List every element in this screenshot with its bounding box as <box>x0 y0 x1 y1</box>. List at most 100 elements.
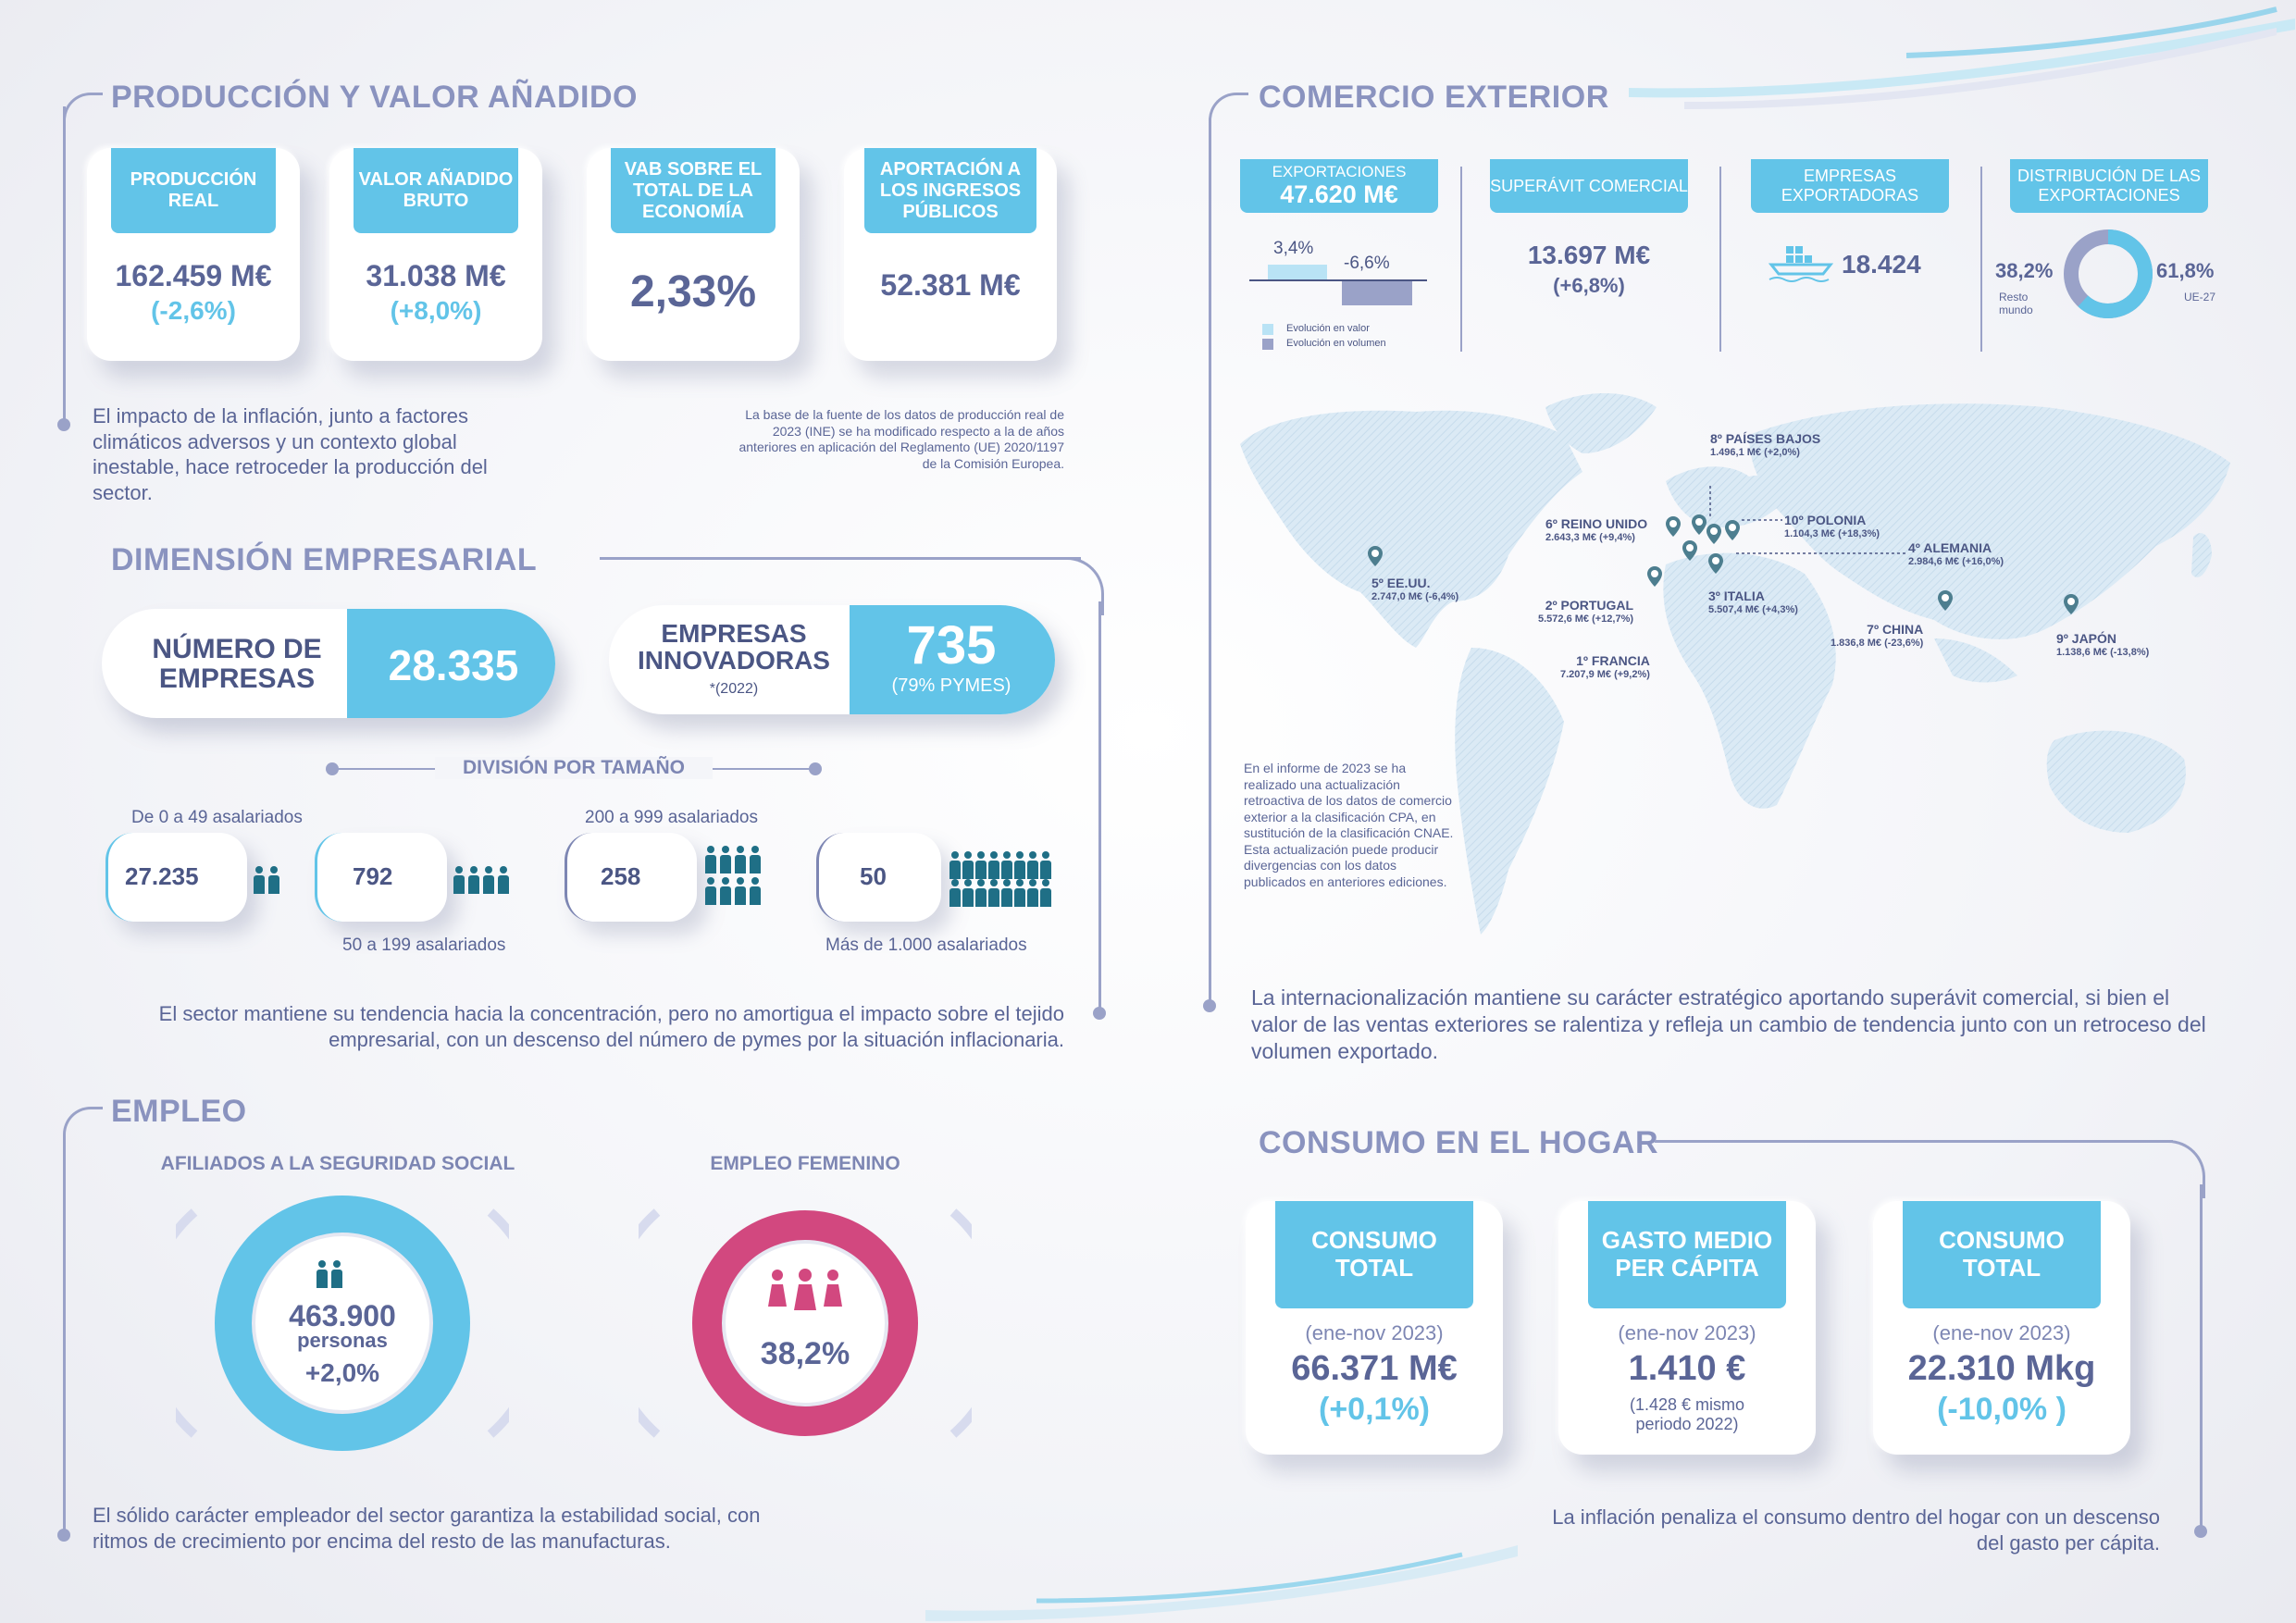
map-pin <box>1647 566 1662 587</box>
consumo-value: 1.410 € <box>1628 1349 1746 1388</box>
section-line <box>600 557 1081 560</box>
size-card-small: 27.235 <box>105 833 247 922</box>
size-value: 258 <box>601 862 641 890</box>
section-line <box>1209 125 1211 1004</box>
section-line <box>1655 1140 2173 1143</box>
section-title-consumo: CONSUMO EN EL HOGAR <box>1259 1125 1659 1160</box>
section-title-comercio: COMERCIO EXTERIOR <box>1259 80 1609 115</box>
legend-valor: Evolución en valor <box>1286 323 1370 334</box>
femenino-ring <box>639 1208 972 1438</box>
size-value: 50 <box>860 862 887 890</box>
map-pin <box>1692 514 1706 535</box>
kpi-label: VAB SOBRE EL TOTAL DE LA ECONOMÍA <box>611 148 776 233</box>
size-card-large: 258 <box>565 833 697 922</box>
decorative-swoosh-top <box>1629 6 2295 109</box>
people-icon <box>315 1260 344 1293</box>
dist-ue-pct: 61,8% <box>2156 259 2215 282</box>
bar-valor <box>1268 265 1327 279</box>
consumo-change: (+0,1%) <box>1319 1392 1430 1427</box>
division-title: DIVISIÓN POR TAMAÑO <box>435 757 713 779</box>
consumo-period: (ene-nov 2023) <box>1932 1321 2071 1344</box>
size-card-xlarge: 50 <box>816 833 941 922</box>
ship-icon <box>1768 246 1834 282</box>
section-corner <box>63 93 103 123</box>
map-label-eeuu: 5º EE.UU. 2.747,0 M€ (-6,4%) <box>1371 576 1459 602</box>
map-pin <box>1706 524 1721 544</box>
people-icon-2 <box>252 866 281 898</box>
size-label-1: 50 a 199 asalariados <box>342 935 506 955</box>
empresas-exportadoras-value: 18.424 <box>1842 250 1921 279</box>
division-dot-right <box>809 762 822 775</box>
divider <box>1460 167 1462 352</box>
kpi-label: VALOR AÑADIDO BRUTO <box>354 148 518 233</box>
kpi-value: 31.038 M€ <box>366 259 506 292</box>
numero-empresas-label: NÚMERO DE EMPRESAS <box>152 634 322 694</box>
consumo-period: (ene-nov 2023) <box>1305 1321 1444 1344</box>
legend-swatch-valor <box>1262 324 1273 335</box>
section-dot <box>2194 1525 2207 1538</box>
consumo-label: CONSUMO TOTAL <box>1275 1201 1473 1308</box>
people-icon-4 <box>452 866 511 898</box>
superavit-value: 13.697 M€ <box>1527 241 1651 269</box>
map-label-italia: 3º ITALIA 5.507,4 M€ (+4,3%) <box>1708 588 1798 615</box>
section-dot <box>1203 999 1216 1012</box>
map-pin <box>2064 594 2079 614</box>
section-dot <box>1093 1007 1106 1020</box>
map-label-reino-unido: 6º REINO UNIDO 2.643,3 M€ (+9,4%) <box>1545 516 1648 543</box>
afiliados-value: 463.900 <box>289 1299 396 1332</box>
section-corner <box>63 1107 103 1146</box>
afiliados-title: AFILIADOS A LA SEGURIDAD SOCIAL <box>160 1153 515 1174</box>
legend-volumen: Evolución en volumen <box>1286 338 1386 349</box>
kpi-label: PRODUCCIÓN REAL <box>111 148 276 233</box>
map-label-china: 7º CHINA 1.836,8 M€ (-23,6%) <box>1831 622 1924 649</box>
afiliados-unit: personas <box>297 1329 388 1352</box>
map-pin <box>1708 553 1723 574</box>
empresas-innovadoras-pill: EMPRESAS INNOVADORAS *(2022) 735 (79% PY… <box>609 605 1055 714</box>
exportaciones-value: 47.620 M€ <box>1280 180 1398 209</box>
chart-baseline <box>1249 279 1427 281</box>
kpi-value: 162.459 M€ <box>115 259 272 292</box>
world-map <box>1240 393 2230 935</box>
consumo-text: La inflación penaliza el consumo dentro … <box>1552 1505 2160 1555</box>
comercio-text: La internacionalización mantiene su cará… <box>1251 985 2206 1063</box>
consumo-label: GASTO MEDIO PER CÁPITA <box>1588 1201 1786 1308</box>
women-icon <box>768 1269 842 1310</box>
kpi-label: APORTACIÓN A LOS INGRESOS PÚBLICOS <box>864 148 1036 233</box>
empresas-innovadoras-label: EMPRESAS INNOVADORAS <box>638 619 830 675</box>
section-dot <box>57 418 70 431</box>
distribucion-tab: DISTRIBUCIÓN DE LAS EXPORTACIONES <box>2010 159 2208 213</box>
section-title-dimension: DIMENSIÓN EMPRESARIAL <box>111 542 538 577</box>
empresas-innovadoras-value: 735 <box>906 615 997 675</box>
size-value: 27.235 <box>125 862 199 890</box>
section-corner <box>1055 557 1104 615</box>
superavit-change: (+6,8%) <box>1553 274 1625 297</box>
size-value: 792 <box>353 862 393 890</box>
section-line <box>63 1138 66 1534</box>
empleo-text: El sólido carácter empleador del sector … <box>93 1504 761 1553</box>
size-label-3: Más de 1.000 asalariados <box>825 935 1027 955</box>
kpi-card-produccion-real: PRODUCCIÓN REAL 162.459 M€ (-2,6%) <box>87 148 300 361</box>
empresas-innovadoras-year: *(2022) <box>709 681 759 697</box>
dimension-text: El sector mantiene su tendencia hacia la… <box>158 1002 1064 1051</box>
section-line <box>63 106 66 426</box>
dist-ue-label: UE-27 <box>2184 291 2216 304</box>
kpi-card-vab: VAB SOBRE EL TOTAL DE LA ECONOMÍA 2,33% <box>587 148 800 361</box>
empresas-innovadoras-sub: (79% PYMES) <box>891 675 1011 696</box>
map-pin <box>1368 546 1383 566</box>
map-label-japon: 9º JAPÓN 1.138,6 M€ (-13,8%) <box>2056 631 2150 658</box>
distribucion-donut <box>2064 229 2153 318</box>
consumo-card-volumen: CONSUMO TOTAL (ene-nov 2023) 22.310 Mkg … <box>1873 1201 2130 1455</box>
produccion-text: El impacto de la inflación, junto a fact… <box>93 404 488 504</box>
superavit-tab: SUPERÁVIT COMERCIAL <box>1490 159 1688 213</box>
kpi-value: 52.381 M€ <box>880 268 1021 302</box>
map-label-polonia: 10º POLONIA 1.104,3 M€ (+18,3%) <box>1784 513 1880 539</box>
numero-empresas-value: 28.335 <box>388 641 519 689</box>
map-pin <box>1682 540 1697 561</box>
people-icon-8 <box>703 846 787 905</box>
numero-empresas-pill: NÚMERO DE EMPRESAS 28.335 <box>102 609 555 718</box>
decorative-swoosh-bottom <box>925 1545 1518 1622</box>
consumo-value: 22.310 Mkg <box>1907 1349 2096 1388</box>
section-title-empleo: EMPLEO <box>111 1094 247 1129</box>
section-line <box>1098 601 1101 1009</box>
section-dot <box>57 1529 70 1542</box>
